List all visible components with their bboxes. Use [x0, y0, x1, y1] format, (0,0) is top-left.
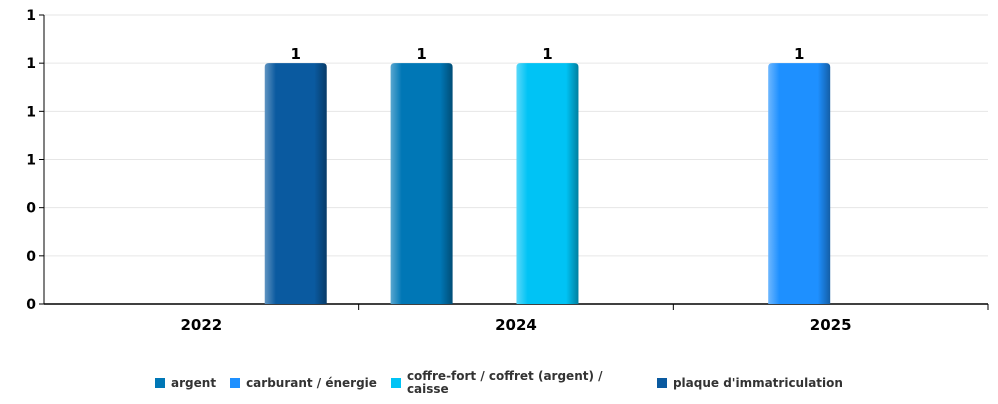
legend-swatch-carburant [230, 378, 241, 388]
bar-2024-series-0[interactable] [390, 63, 453, 304]
legend-swatch-argent [155, 378, 166, 388]
legend-label-carburant: carburant / énergie [246, 375, 377, 390]
y-tick-label: 1 [26, 8, 36, 24]
x-axis-ticks: 2022 2024 2025 [180, 304, 989, 334]
gridlines [44, 14, 988, 257]
legend-item-plaque[interactable]: plaque d'immatriculation [656, 375, 843, 390]
y-tick-label: 1 [26, 104, 36, 120]
legend: argent carburant / énergie coffre-fort /… [0, 366, 998, 400]
legend-item-coffre-fort[interactable]: coffre-fort / coffret (argent) / caisse [390, 369, 643, 396]
data-label: 1 [794, 45, 804, 63]
data-label: 1 [542, 45, 552, 63]
y-tick-label: 0 [26, 297, 36, 313]
legend-item-carburant[interactable]: carburant / énergie [230, 375, 377, 390]
x-tick-label: 2022 [180, 316, 222, 334]
legend-swatch-coffre-fort [390, 378, 401, 388]
x-tick-label: 2025 [810, 316, 852, 334]
data-label: 1 [416, 45, 426, 63]
bar-2025-series-1[interactable] [768, 63, 831, 304]
bar-2022-series-3[interactable] [264, 63, 327, 304]
x-tick-label: 2024 [495, 316, 537, 334]
y-tick-label: 0 [26, 201, 36, 217]
legend-label-coffre-fort: coffre-fort / coffret (argent) / caisse [406, 369, 603, 396]
legend-label-plaque: plaque d'immatriculation [672, 375, 843, 390]
y-tick-label: 1 [26, 56, 36, 72]
legend-swatch-plaque [656, 378, 667, 388]
y-tick-label: 0 [26, 249, 36, 265]
data-labels: 1 1 1 1 [291, 45, 805, 63]
bar-chart: 0 0 0 1 1 1 1 2022 2024 2025 1 1 1 1 [26, 8, 989, 334]
y-tick-label: 1 [26, 153, 36, 169]
bars [264, 63, 831, 304]
legend-label-argent: argent [171, 375, 217, 390]
legend-item-argent[interactable]: argent [155, 375, 217, 390]
y-axis-ticks: 0 0 0 1 1 1 1 [26, 8, 44, 313]
bar-2024-series-2[interactable] [516, 63, 579, 304]
data-label: 1 [291, 45, 301, 63]
